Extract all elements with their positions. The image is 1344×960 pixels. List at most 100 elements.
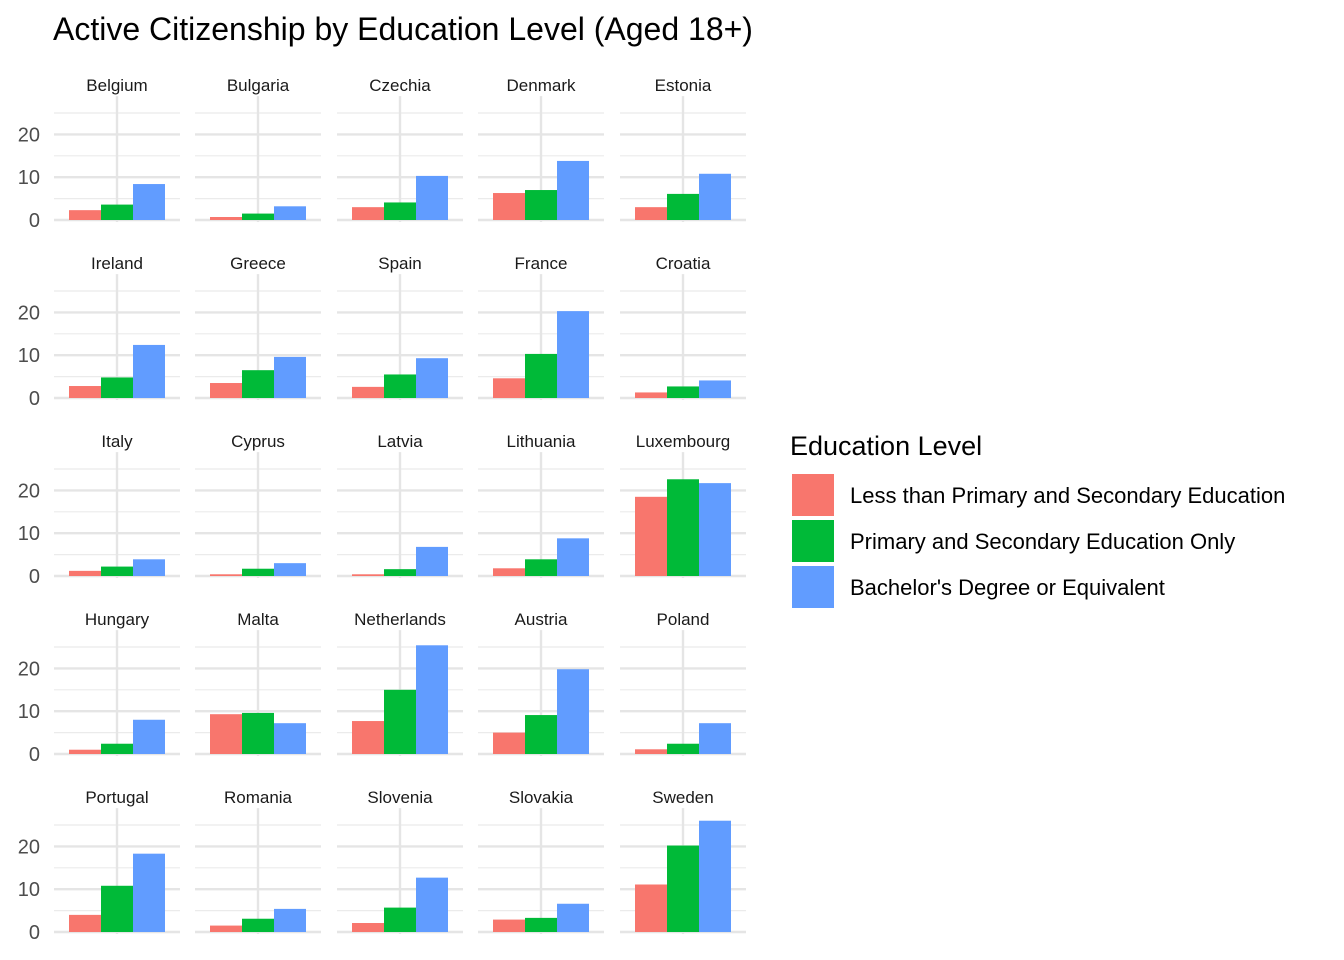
bar [557,669,589,754]
bar [210,714,242,754]
bar [384,907,416,932]
bar [416,877,448,932]
bar [352,923,384,932]
bar [557,160,589,220]
bar [699,173,731,220]
y-tick-label: 0 [29,388,40,410]
bar [557,311,589,398]
facet-panel: Latvia [337,432,463,578]
facet-panel: Portugal 0 10 20 [18,788,180,944]
facet-panel: Ireland 0 10 20 [18,254,180,410]
bar [242,213,274,220]
bar [525,190,557,220]
bar [69,386,101,398]
bar [384,569,416,576]
bar [384,202,416,220]
bar [274,723,306,754]
facet-label: Spain [378,254,421,273]
y-tick-label: 10 [18,167,40,189]
bar [69,210,101,220]
bar [667,193,699,220]
bar [493,568,525,576]
bar [101,885,133,932]
facet-label: Luxembourg [636,432,731,451]
facet-panel: Croatia [620,254,746,400]
facet-panel: Spain [337,254,463,400]
facet-label: Denmark [507,76,576,95]
bar [667,386,699,398]
facet-label: Slovenia [367,788,433,807]
facet-label: Ireland [91,254,143,273]
facet-panel: Slovenia [337,788,463,934]
bar [133,719,165,754]
facet-panel: Austria [478,610,604,756]
facet-label: Hungary [85,610,150,629]
bar [210,574,242,576]
bar [699,483,731,576]
bar [525,917,557,932]
facet-label: Czechia [369,76,431,95]
y-tick-label: 10 [18,345,40,367]
bar [133,344,165,398]
bar [699,723,731,754]
bar [69,570,101,576]
facet-label: Lithuania [506,432,576,451]
bar [69,749,101,754]
facet-label: Estonia [655,76,712,95]
facet-label: Malta [237,610,279,629]
facet-panel: Bulgaria [195,76,321,222]
bar [635,749,667,754]
facet-label: Romania [224,788,293,807]
facet-label: Italy [101,432,133,451]
legend-label: Bachelor's Degree or Equivalent [850,575,1165,600]
facet-label: Sweden [652,788,713,807]
bar [210,383,242,398]
facet-panel: Denmark [478,76,604,222]
bar [242,370,274,398]
bar [525,353,557,398]
bar [352,207,384,220]
bar [635,392,667,398]
facet-panel: Malta [195,610,321,756]
facet-panel: Netherlands [337,610,463,756]
bar [274,563,306,576]
bar [416,546,448,576]
bar [525,715,557,754]
bar [274,356,306,398]
y-tick-label: 0 [29,566,40,588]
bar [667,845,699,932]
facet-panel: Belgium 0 10 20 [18,76,180,232]
y-tick-label: 10 [18,879,40,901]
y-tick-label: 0 [29,922,40,944]
bar [210,217,242,220]
bar [493,732,525,754]
bar [635,496,667,576]
legend-swatch [792,520,834,562]
legend-items: Less than Primary and Secondary Educatio… [792,474,1285,608]
bar [242,918,274,932]
facet-label: Poland [657,610,710,629]
bar [557,903,589,932]
facet-label: Slovakia [509,788,574,807]
bar [557,538,589,576]
facet-panel: Hungary 0 10 20 [18,610,180,766]
bar [493,193,525,220]
bar [635,884,667,932]
facet-panel: Slovakia [478,788,604,934]
bar [352,721,384,754]
bar [242,712,274,754]
facet-label: Netherlands [354,610,446,629]
facet-panel: Luxembourg [620,432,746,578]
facet-label: Belgium [86,76,147,95]
bar [101,204,133,220]
bar [133,559,165,576]
bar [242,568,274,576]
bar [274,206,306,220]
bar [416,645,448,754]
y-tick-label: 20 [18,836,40,858]
facet-label: Cyprus [231,432,285,451]
bar [416,175,448,220]
facet-panels: Belgium 0 10 20 Bulgaria Czechia Denmark Estoni… [18,76,746,944]
y-tick-label: 10 [18,523,40,545]
